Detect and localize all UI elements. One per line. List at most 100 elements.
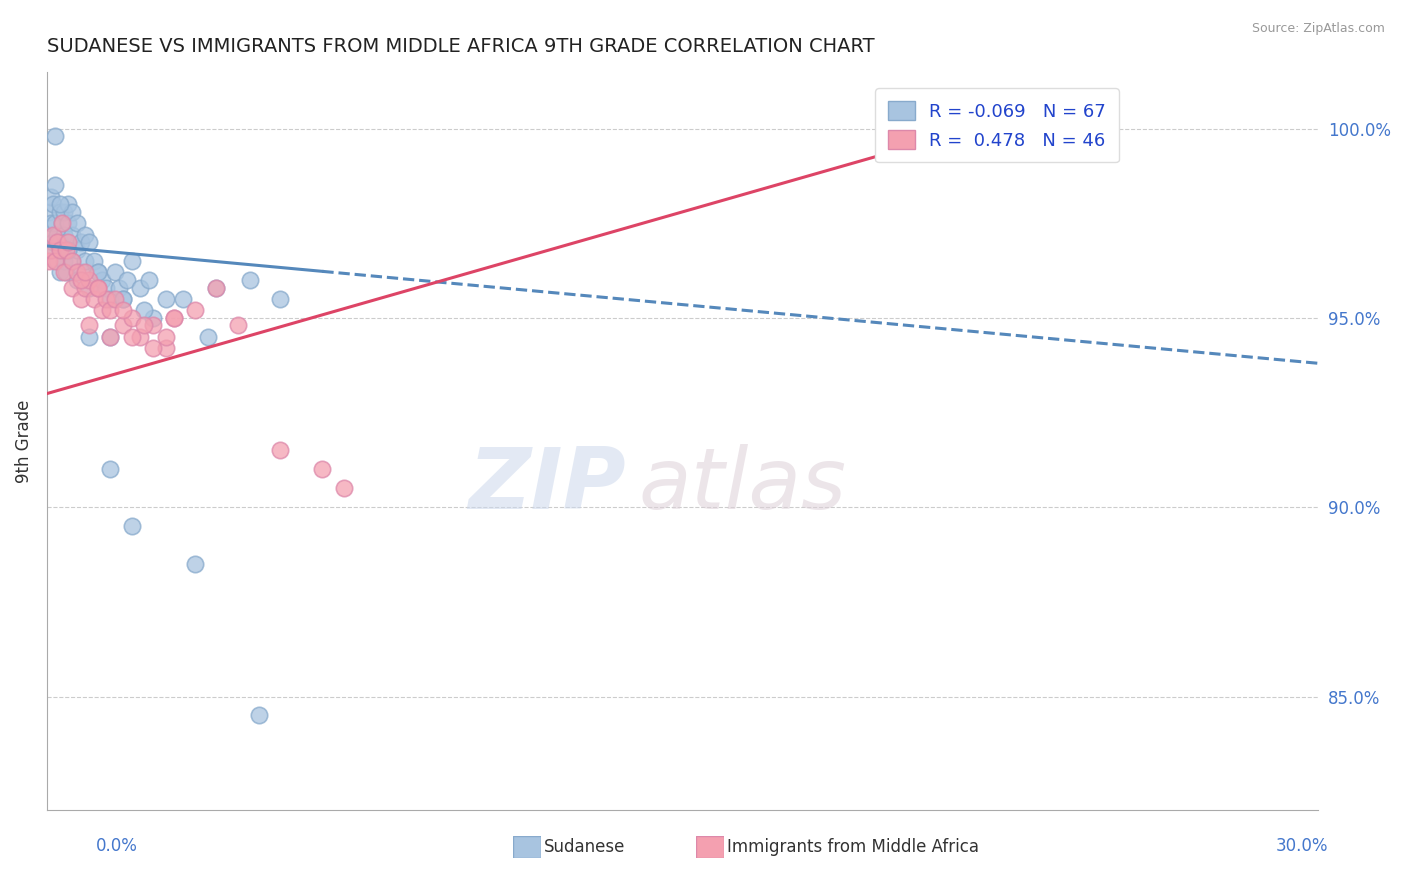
Point <box>73 254 96 268</box>
Point <box>51 216 73 230</box>
Point <box>42 235 65 249</box>
Point <box>46 227 69 242</box>
Point <box>48 204 70 219</box>
Text: Sudanese: Sudanese <box>544 838 626 855</box>
Point <box>60 254 83 268</box>
Point <box>38 204 60 219</box>
Point <box>100 462 122 476</box>
Point <box>100 330 122 344</box>
Point <box>197 330 219 344</box>
Y-axis label: 9th Grade: 9th Grade <box>15 400 32 483</box>
Point <box>77 280 100 294</box>
Point <box>44 129 66 144</box>
Point <box>155 292 177 306</box>
Point <box>205 280 228 294</box>
Point <box>38 227 60 242</box>
Point <box>104 265 127 279</box>
Point <box>46 254 69 268</box>
Point <box>44 254 66 268</box>
Point <box>87 280 110 294</box>
Point <box>52 227 75 242</box>
Point <box>56 243 79 257</box>
Point <box>39 190 62 204</box>
Point <box>56 235 79 249</box>
Point <box>121 330 143 344</box>
Point <box>155 341 177 355</box>
Point <box>77 330 100 344</box>
Point <box>60 204 83 219</box>
Point <box>142 318 165 333</box>
Point <box>48 243 70 257</box>
Text: ZIP: ZIP <box>468 443 626 526</box>
Point <box>52 254 75 268</box>
Point <box>91 273 114 287</box>
Point <box>155 330 177 344</box>
Point <box>65 216 87 230</box>
Point <box>100 330 122 344</box>
Point <box>52 204 75 219</box>
Point <box>65 265 87 279</box>
Point <box>55 243 77 257</box>
Point <box>121 519 143 533</box>
Point <box>65 243 87 257</box>
Point <box>56 216 79 230</box>
Point <box>65 273 87 287</box>
Point <box>142 341 165 355</box>
Point <box>60 254 83 268</box>
Point <box>42 197 65 211</box>
Point <box>121 254 143 268</box>
Point <box>46 235 69 249</box>
Point <box>38 254 60 268</box>
Point <box>311 462 333 476</box>
Legend: R = -0.069   N = 67, R =  0.478   N = 46: R = -0.069 N = 67, R = 0.478 N = 46 <box>875 88 1119 162</box>
Text: Immigrants from Middle Africa: Immigrants from Middle Africa <box>727 838 979 855</box>
Point <box>184 303 207 318</box>
Point <box>51 216 73 230</box>
Point <box>247 708 270 723</box>
Point <box>172 292 194 306</box>
Point <box>56 243 79 257</box>
Point <box>52 265 75 279</box>
Point <box>60 227 83 242</box>
Point <box>96 280 118 294</box>
Point <box>83 292 105 306</box>
Point <box>332 481 354 495</box>
Point <box>87 265 110 279</box>
Point <box>69 292 91 306</box>
Point <box>205 280 228 294</box>
Point <box>55 265 77 279</box>
Point <box>91 303 114 318</box>
Point <box>87 280 110 294</box>
Point <box>163 310 186 325</box>
Point <box>77 235 100 249</box>
Point <box>56 197 79 211</box>
Point <box>129 330 152 344</box>
Point <box>134 318 156 333</box>
Text: Source: ZipAtlas.com: Source: ZipAtlas.com <box>1251 22 1385 36</box>
Point <box>48 197 70 211</box>
Point <box>69 235 91 249</box>
Point <box>48 235 70 249</box>
Point <box>69 273 91 287</box>
Point <box>269 443 291 458</box>
Point <box>69 265 91 279</box>
Point <box>100 303 122 318</box>
Point <box>112 318 135 333</box>
Point <box>77 273 100 287</box>
Point <box>100 292 122 306</box>
Point <box>226 318 249 333</box>
Point <box>184 557 207 571</box>
Point <box>73 265 96 279</box>
Point <box>87 265 110 279</box>
Point <box>73 280 96 294</box>
Point <box>129 280 152 294</box>
Point <box>138 273 160 287</box>
Point <box>269 292 291 306</box>
Point <box>83 254 105 268</box>
Point <box>108 280 131 294</box>
Point <box>239 273 262 287</box>
Point <box>55 235 77 249</box>
Point <box>39 243 62 257</box>
Point <box>96 292 118 306</box>
Point <box>104 292 127 306</box>
